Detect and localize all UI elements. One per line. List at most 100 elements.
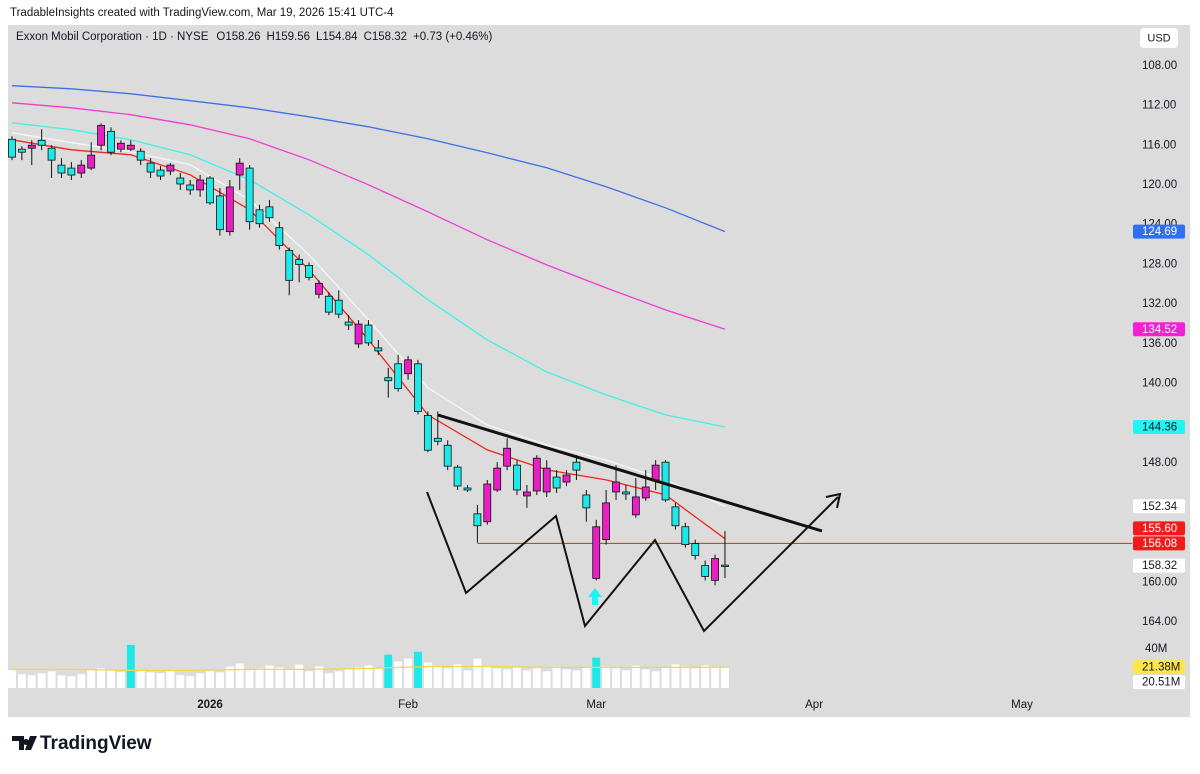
volume-bar [87,670,96,688]
trend-line [437,413,823,533]
price-tag [1133,521,1185,536]
candle-body [493,467,502,491]
y-tick-label: 132.00 [1142,298,1177,310]
volume-bar [344,669,353,688]
volume-bar [641,669,650,688]
credit: TradableInsights created with TradingVie… [10,7,394,19]
candle-body [552,476,561,489]
price-tag-label: 20.51M [1142,677,1180,689]
volume-bar [384,654,393,688]
volume-bar [186,676,195,688]
legend-value: H159.56 [267,31,310,43]
volume-bar [661,667,670,688]
currency-button[interactable] [1140,28,1178,48]
x-tick-label: Apr [805,699,823,711]
candle-body [146,162,155,173]
x-tick-label: May [1011,699,1033,711]
volume-bar [67,676,76,688]
candle-body [255,209,264,225]
volume-bar [176,675,185,688]
volume-bar [215,672,224,688]
moving-average [11,122,726,428]
volume-bar [77,674,86,688]
candle-body [443,444,452,467]
volume-bar [166,671,175,688]
candle-body [206,177,214,204]
y-tick-label: 112.00 [1142,100,1176,112]
candle-body [97,124,105,146]
candle-body [602,502,611,541]
volume-bar [483,666,492,688]
volume-bar [612,668,620,688]
candle-body [453,466,462,487]
volume-bar [443,668,452,688]
price-tag [1133,322,1185,337]
y-tick-label: 164.00 [1142,616,1177,628]
symbol-title: Exxon Mobil Corporation · 1D · NYSE [16,31,209,43]
candle-body [681,526,690,546]
candle-body [631,496,640,516]
volume-bar [374,668,383,688]
volume-bar [493,668,502,688]
logo-mark [12,736,37,750]
candle-body [285,250,294,281]
candle-body [245,167,254,223]
candle-body [354,323,363,345]
legend-value: C158.32 [364,31,407,43]
volume-bar [156,673,165,688]
volume-bar [562,669,571,688]
candle-body [721,564,729,567]
volume-bar [116,672,125,688]
candle-body [532,457,541,492]
candle-body [423,415,432,451]
price-tag [1133,499,1185,514]
candle-body [77,164,86,174]
volume-bar [720,667,729,688]
candle-body [87,154,96,169]
price-tag-label: 134.52 [1142,324,1177,336]
candle-body [116,142,125,150]
volume-bar [473,658,482,688]
volume-bar [17,674,26,688]
moving-average [11,132,726,507]
candle-body [275,227,284,246]
y-tick-label: 160.00 [1142,576,1177,588]
candle-body [315,282,323,295]
volume-bar [285,669,294,688]
volume-bar [334,671,343,688]
cyan-arrow [588,588,602,605]
volume-bar [621,670,630,688]
candle-body [691,543,700,556]
y-tick-label: 108.00 [1142,60,1177,72]
w-pattern [426,491,839,633]
candle-body [661,461,670,501]
volume-bar [265,665,274,688]
volume-bar [295,664,304,688]
volume-bar [463,670,472,688]
currency-label[interactable]: USD [1147,32,1170,44]
volume-bar [235,663,244,688]
candle-body [235,162,244,176]
candle-body [67,167,76,176]
price-tag-label: 152.34 [1142,501,1178,513]
volume-bar [532,668,541,688]
volume-bar [364,665,373,688]
candle-body [324,295,333,313]
volume-bar [414,651,422,688]
candle-body [136,150,145,161]
volume-bar [314,666,323,688]
volume-bar [503,669,512,688]
moving-average [11,85,726,233]
legend-value: L154.84 [316,31,358,43]
candle-body [8,138,16,158]
candle-body [107,130,115,153]
price-tag [1133,419,1185,434]
legend-value: +0.73 (+0.46%) [413,31,492,43]
candle-body [176,177,185,185]
x-tick-label: Mar [586,699,606,711]
volume-bar [126,644,135,688]
candle-body [562,474,571,483]
volume-bar [275,667,284,688]
candle-body [622,491,630,495]
